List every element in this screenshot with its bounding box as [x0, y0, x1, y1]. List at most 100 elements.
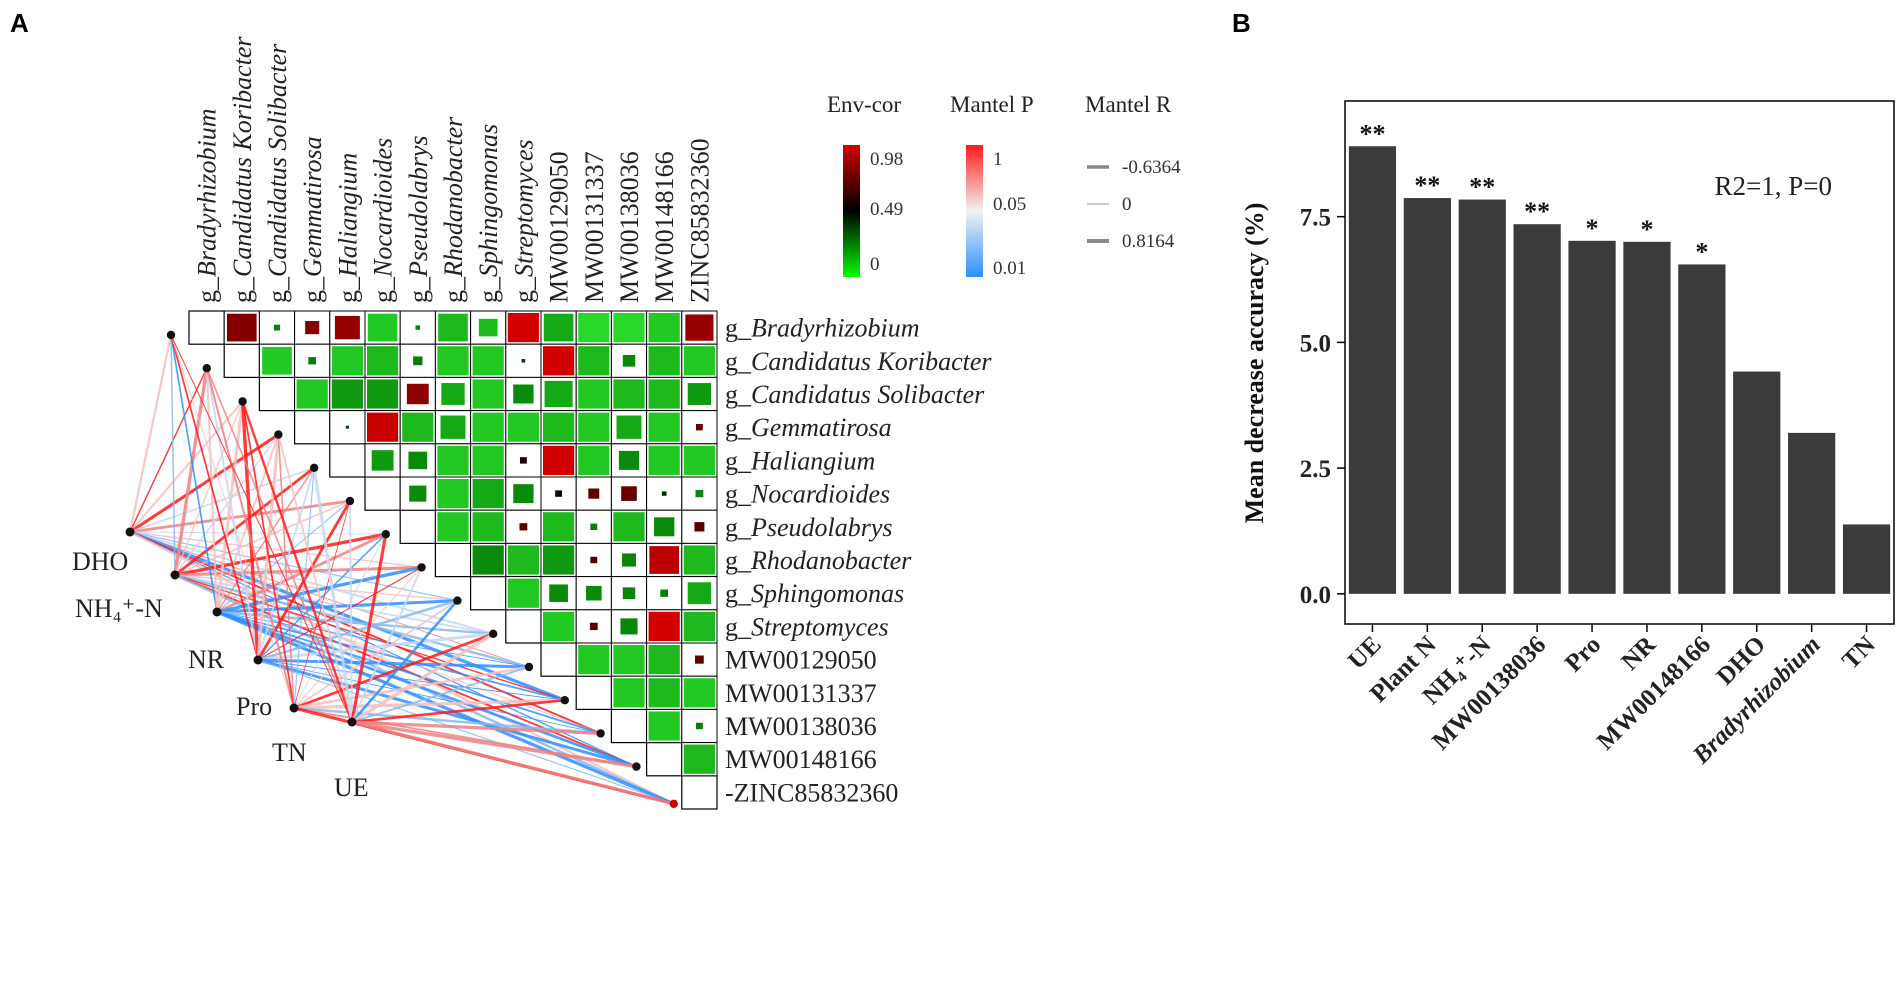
column-label: g_Pseudolabrys	[404, 135, 433, 303]
cell-square	[544, 380, 573, 408]
x-tick-label: Pro	[1560, 631, 1606, 677]
column-label: g_Bradyrhizobium	[193, 108, 222, 303]
cell-square	[622, 354, 636, 367]
cell-square	[648, 645, 680, 675]
column-label: g_Candidatus Solibacter	[263, 43, 292, 303]
cell-square	[590, 523, 598, 531]
column-label: MW00138036	[615, 151, 644, 303]
cell-square	[521, 359, 526, 363]
cell-square	[415, 325, 421, 330]
column-label: g_Streptomyces	[509, 139, 538, 303]
x-tick-label: TN	[1837, 631, 1881, 675]
env-node	[170, 570, 180, 580]
mantel-link	[351, 599, 459, 723]
cell-square	[578, 645, 610, 675]
row-label: -ZINC85832360	[725, 778, 898, 807]
bars: **** ***** **	[1348, 119, 1891, 594]
cell-square	[438, 313, 468, 342]
cell-square	[555, 490, 563, 497]
cell-square	[507, 545, 539, 575]
cell-square	[613, 313, 645, 343]
y-tick-label: 7.5	[1300, 205, 1331, 232]
cell-square	[549, 584, 568, 602]
cell-square	[578, 379, 610, 409]
cell-square	[367, 412, 399, 442]
bar	[1348, 146, 1397, 594]
cell-square	[578, 445, 610, 475]
diagonal-cell	[294, 410, 331, 445]
cell-frame	[610, 443, 648, 478]
row-label: MW00148166	[725, 745, 877, 774]
cell-square	[683, 346, 715, 376]
mantel-link	[241, 401, 354, 723]
bar	[1403, 198, 1451, 594]
legend-mantelp-label-high: 1	[993, 149, 1003, 170]
cell-square	[622, 587, 636, 600]
target-node	[166, 330, 176, 340]
significance-label: **	[1524, 197, 1550, 226]
mantel-link	[216, 565, 422, 614]
legend-envcor-label-mid: 0.49	[870, 199, 903, 220]
mantel-link	[257, 659, 674, 805]
cell-square	[408, 451, 428, 470]
env-factor-label: NR	[188, 645, 225, 674]
cell-square	[367, 313, 398, 342]
diagonal-cell	[540, 642, 577, 677]
legend-mantelr-title: Mantel R	[1085, 92, 1172, 117]
cell-square	[621, 553, 637, 567]
column-label: ZINC85832360	[685, 138, 714, 303]
bar	[1458, 199, 1506, 594]
mantel-link	[257, 658, 530, 669]
mantel-link	[351, 720, 637, 769]
mantel-link	[129, 367, 208, 533]
cell-square	[687, 383, 712, 405]
cell-square	[262, 346, 292, 375]
column-label: g_Gemmatirosa	[298, 136, 327, 303]
row-label: MW00129050	[725, 646, 877, 675]
row-label: g_Candidatus Solibacter	[725, 380, 985, 409]
cell-square	[543, 611, 575, 641]
cell-square	[437, 346, 469, 376]
cell-square	[648, 678, 680, 708]
mantel-link	[216, 610, 637, 768]
mantel-link	[312, 467, 354, 723]
mantel-link	[351, 698, 565, 724]
cell-square	[513, 484, 534, 504]
cell-square	[519, 457, 527, 464]
bar	[1788, 432, 1836, 594]
cell-square	[578, 313, 610, 343]
cell-square	[578, 412, 610, 442]
row-label: MW00131337	[725, 679, 877, 708]
mantel-link	[240, 401, 260, 661]
significance-label: *	[1695, 237, 1708, 266]
cell-square	[308, 357, 317, 365]
column-label: g_Nocardioides	[369, 138, 398, 303]
significance-label: *	[1640, 215, 1653, 244]
cell-square	[440, 415, 466, 439]
mantel-link	[293, 706, 601, 735]
target-node	[202, 364, 211, 373]
cell-square	[695, 489, 704, 498]
diagonal-cell	[645, 741, 683, 777]
bar	[1568, 240, 1616, 594]
target-node	[310, 463, 319, 472]
cell-square	[695, 423, 703, 431]
cell-square	[543, 412, 575, 442]
cell-square	[441, 383, 465, 405]
significance-label: *	[1586, 214, 1599, 243]
env-node	[347, 717, 357, 727]
mantel-link	[349, 500, 353, 723]
mantel-link	[277, 434, 353, 723]
x-tick-label: NR	[1617, 630, 1662, 675]
diagonal-cell	[470, 575, 507, 611]
env-factor-label: DHO	[72, 547, 128, 576]
cell-square	[590, 556, 598, 564]
target-node	[345, 496, 355, 506]
cell-square	[437, 445, 469, 475]
plot-frame	[1344, 100, 1895, 625]
mantel-link	[170, 334, 218, 613]
cell-square	[683, 744, 715, 774]
row-label: MW00138036	[725, 712, 877, 741]
